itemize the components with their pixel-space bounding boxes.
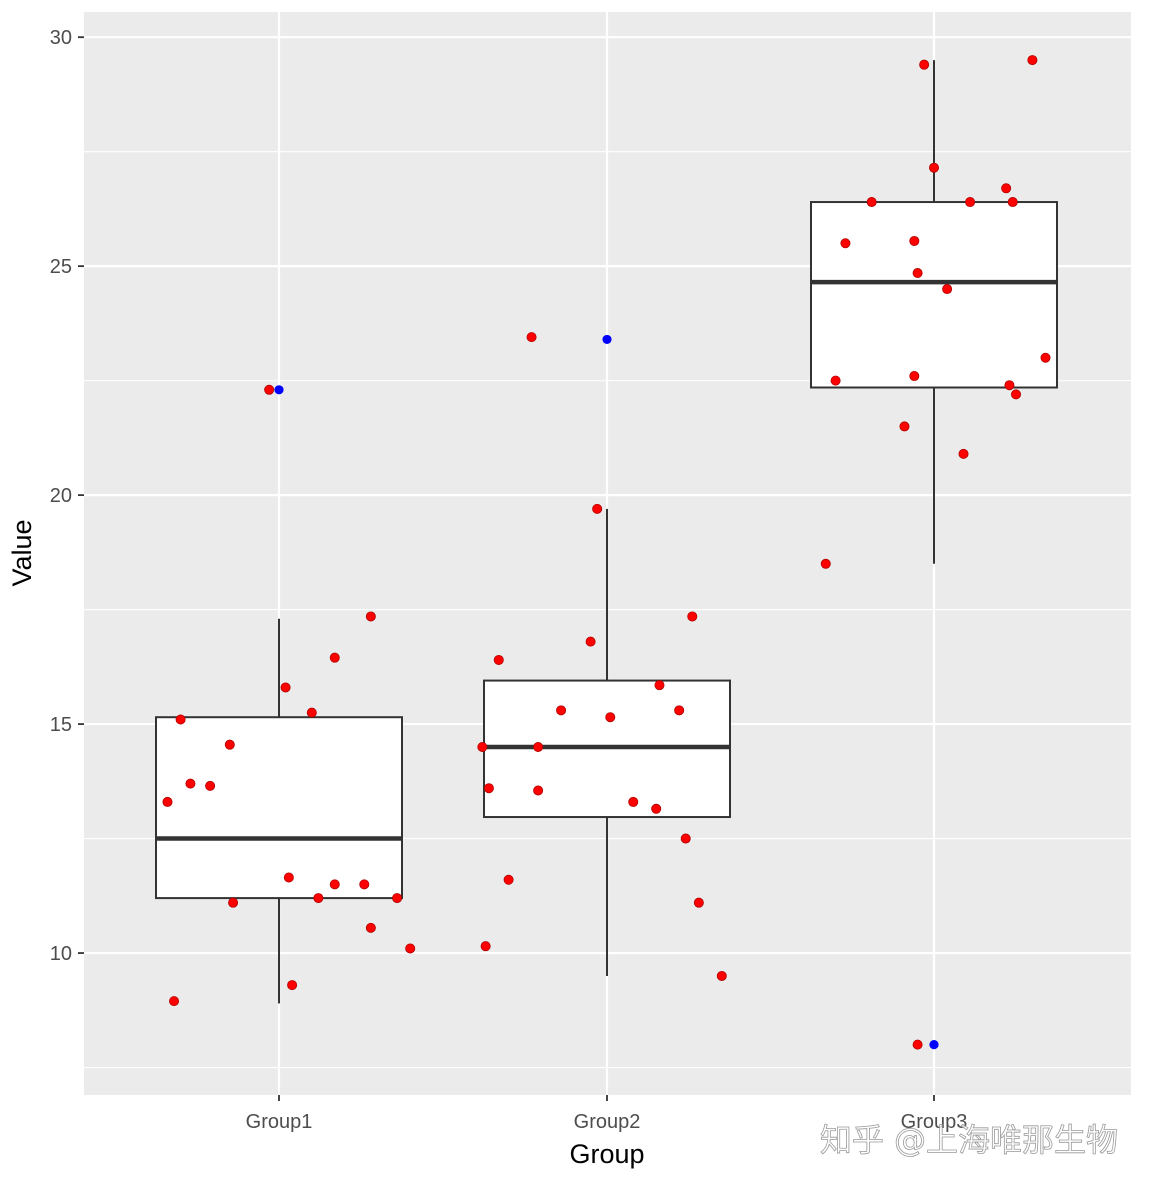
jitter-point [329, 652, 340, 663]
jitter-point [264, 384, 275, 395]
jitter-point [526, 332, 537, 343]
axes: 10 15 20 25 30 Group1 Group2 Group3 [50, 27, 968, 1133]
jitter-point [840, 238, 851, 249]
jitter-point [942, 284, 953, 295]
jitter-point [680, 833, 691, 844]
y-tick-label: 10 [50, 943, 72, 965]
jitter-point [919, 59, 930, 70]
jitter-point [628, 796, 639, 807]
jitter-point [483, 783, 494, 794]
x-axis-title: Group [569, 1139, 644, 1169]
y-tick-label: 15 [50, 714, 72, 736]
jitter-point [693, 897, 704, 908]
jitter-point [405, 943, 416, 954]
jitter-point [313, 893, 324, 904]
jitter-point [830, 375, 841, 386]
jitter-point [965, 197, 976, 208]
jitter-point [605, 712, 616, 723]
outlier-point [602, 334, 612, 345]
outlier-point [929, 1040, 939, 1050]
x-tick-label: Group1 [246, 1111, 313, 1133]
jitter-point [1004, 380, 1015, 391]
jitter-point [329, 879, 340, 890]
jitter-point [556, 705, 567, 716]
box-iqr [155, 716, 403, 900]
jitter-point [280, 682, 291, 693]
jitter-point [1040, 352, 1051, 363]
jitter-point [480, 941, 491, 952]
jitter-point [592, 503, 603, 514]
jitter-point [866, 197, 877, 208]
jitter-point [365, 611, 376, 622]
jitter-point [958, 448, 969, 459]
y-tick-label: 20 [50, 485, 72, 507]
jitter-point [175, 714, 186, 725]
jitter-point [909, 235, 920, 246]
box-group3 [810, 60, 1058, 1050]
box-group1 [155, 385, 403, 1004]
jitter-point [228, 897, 239, 908]
boxes [155, 60, 1058, 1050]
jitter-point [1027, 55, 1038, 66]
jitter-point [162, 796, 173, 807]
jitter-point [716, 970, 727, 981]
jitter-point [205, 780, 216, 791]
jitter-point [169, 996, 180, 1007]
jitter-point [365, 922, 376, 933]
jitter-point [654, 680, 665, 691]
jitter-point [533, 785, 544, 796]
y-axis-title: Value [7, 519, 37, 586]
jitter-point [1011, 389, 1022, 400]
jitter-point [899, 421, 910, 432]
jitter-point [477, 741, 488, 752]
jitter-point [185, 778, 196, 789]
jitter-point [392, 893, 403, 904]
jitter-point [585, 636, 596, 647]
jitter-point [359, 879, 370, 890]
jitter-point [533, 741, 544, 752]
data-points [162, 55, 1051, 1050]
box-group2 [483, 334, 731, 976]
jitter-point [287, 980, 298, 991]
jitter-point [224, 739, 235, 750]
jitter-point [306, 707, 317, 718]
jitter-point [820, 558, 831, 569]
jitter-point [651, 803, 662, 814]
x-tick-label: Group3 [901, 1111, 968, 1133]
outlier-point [274, 385, 284, 395]
jitter-point [912, 268, 923, 279]
jitter-point [1007, 197, 1018, 208]
jitter-point [1001, 183, 1012, 194]
jitter-point [283, 872, 294, 883]
y-tick-label: 25 [50, 256, 72, 278]
jitter-point [912, 1039, 923, 1050]
box-iqr [810, 201, 1058, 389]
jitter-point [503, 874, 514, 885]
x-tick-label: Group2 [574, 1111, 641, 1133]
jitter-point [493, 654, 504, 665]
jitter-point [929, 162, 940, 173]
jitter-point [687, 611, 698, 622]
jitter-point [909, 371, 920, 382]
y-tick-label: 30 [50, 27, 72, 49]
jitter-point [674, 705, 685, 716]
watermark-text: 知乎 @上海唯那生物 [820, 1121, 1118, 1159]
